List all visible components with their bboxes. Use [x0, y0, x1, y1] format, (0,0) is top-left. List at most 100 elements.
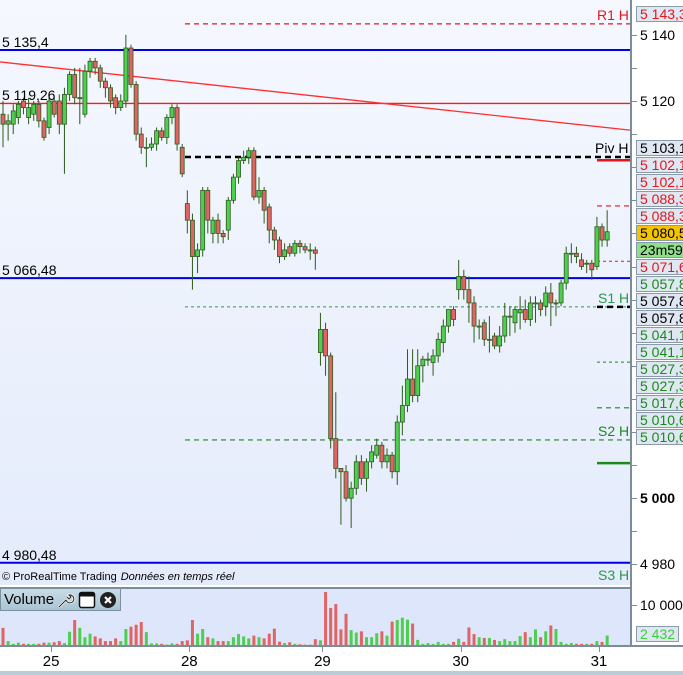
window-icon[interactable] — [78, 591, 96, 609]
candle-body — [498, 336, 502, 346]
candle — [32, 101, 36, 121]
candle-body — [272, 230, 276, 240]
price-tag: 5 057,8 — [636, 293, 683, 309]
price-tick-label: 5 000 — [640, 490, 675, 506]
wrench-icon[interactable] — [57, 591, 75, 609]
volume-bar — [334, 604, 337, 645]
candle — [605, 210, 609, 246]
pivot-label: Piv H — [595, 140, 628, 156]
candle — [175, 104, 179, 150]
candle — [57, 94, 61, 134]
candle-body — [329, 356, 333, 439]
price-tick-mark — [632, 134, 637, 135]
candle-body — [73, 75, 77, 98]
candle-body — [11, 111, 15, 124]
price-tick-label: 5 120 — [640, 93, 675, 109]
price-tick-mark — [632, 35, 637, 36]
candle — [68, 71, 72, 101]
candle — [585, 260, 589, 273]
candle — [436, 333, 440, 363]
candle — [11, 104, 15, 134]
candle-body — [129, 48, 133, 84]
candle-body — [462, 276, 466, 289]
price-tag: 5 041,1 — [636, 344, 683, 360]
candle — [114, 94, 118, 114]
volume-tick-mark — [632, 605, 637, 606]
volume-bar — [89, 634, 92, 645]
candle-body — [426, 359, 430, 360]
candle-body — [298, 243, 302, 246]
price-tag: 5 103,1 — [636, 140, 683, 156]
candle — [508, 306, 512, 336]
candle-body — [523, 310, 527, 320]
volume-bar — [247, 638, 250, 645]
price-tag: 5 010,6 — [636, 412, 683, 428]
time-tick-label: 29 — [314, 653, 331, 670]
candle — [503, 303, 507, 343]
candle — [472, 296, 476, 342]
candle-body — [277, 240, 281, 257]
candle — [457, 260, 461, 300]
volume-bar — [519, 636, 522, 645]
candle — [226, 197, 230, 240]
candle-body — [339, 468, 343, 471]
candle-body — [288, 247, 292, 254]
candle-body — [293, 243, 297, 253]
candle — [354, 455, 358, 495]
candle-body — [149, 144, 153, 147]
volume-bar — [135, 625, 138, 645]
candle-body — [47, 101, 51, 127]
trendline — [0, 62, 630, 130]
volume-bar — [263, 638, 266, 645]
candle-body — [569, 253, 573, 254]
volume-bar — [268, 634, 271, 645]
candle-body — [380, 445, 384, 462]
candle — [400, 386, 404, 436]
volume-bar — [529, 637, 532, 645]
candle-body — [457, 276, 461, 289]
price-tick-mark — [632, 68, 637, 69]
candle — [421, 356, 425, 382]
volume-bar — [145, 632, 148, 645]
candle — [16, 101, 20, 124]
candle — [103, 78, 107, 98]
candle — [595, 217, 599, 270]
time-tick-mark — [599, 647, 600, 652]
candle-body — [467, 290, 471, 303]
candle-body — [170, 108, 174, 118]
close-icon[interactable] — [99, 591, 117, 609]
candle — [1, 101, 5, 147]
candle — [83, 65, 87, 118]
candle-body — [211, 220, 215, 233]
candle — [513, 306, 517, 332]
volume-bar — [386, 636, 389, 645]
candle-body — [68, 75, 72, 95]
candle — [73, 68, 77, 104]
candle — [580, 253, 584, 270]
candle — [293, 240, 297, 257]
candle — [231, 174, 235, 204]
candle-body — [237, 161, 241, 178]
volume-bar — [488, 638, 491, 645]
volume-bar — [483, 638, 486, 645]
candle — [149, 137, 153, 150]
candle — [518, 296, 522, 329]
candle — [119, 94, 123, 111]
price-tag: 5 088,3 — [636, 208, 683, 224]
candle — [242, 151, 246, 164]
candle-body — [334, 439, 338, 469]
candle-body — [6, 121, 10, 124]
volume-bar — [114, 638, 117, 645]
pivot-label: R1 H — [597, 7, 629, 23]
candle-body — [27, 108, 31, 118]
price-tag: 5 010,6 — [636, 429, 683, 445]
candle-body — [231, 177, 235, 200]
candle-body — [405, 379, 409, 405]
candle-body — [165, 118, 169, 138]
candle — [6, 114, 10, 140]
candle — [211, 217, 215, 243]
candle-body — [160, 131, 164, 138]
